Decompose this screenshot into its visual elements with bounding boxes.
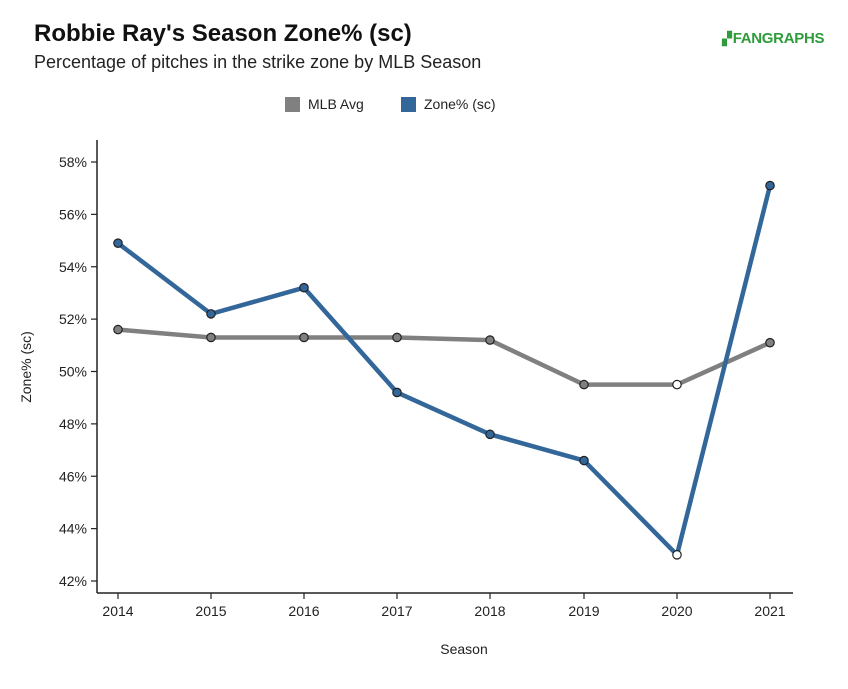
data-point-mlb-avg-2015 [206,332,216,343]
x-tick-label-2016: 2016 [288,603,319,619]
x-tick-label-2020: 2020 [661,603,692,619]
data-point-zone-2016 [299,282,309,293]
y-tick-label-58: 58% [59,154,87,170]
data-point-zone-2014 [113,238,123,248]
legend-item-mlb-avg[interactable]: MLB Avg [285,96,364,112]
data-point-mlb-avg-2021 [765,337,775,348]
series-line-zone [115,183,773,558]
chart-title: Robbie Ray's Season Zone% (sc) [34,20,412,47]
data-point-mlb-avg-2018 [485,335,495,345]
x-tick-label-2019: 2019 [568,603,599,619]
x-tick-label-2021: 2021 [754,603,785,619]
data-point-zone-2021 [765,180,775,191]
legend-label-mlb-avg: MLB Avg [308,96,364,112]
y-axis-label: Zone% (sc) [18,331,34,403]
y-tick-label-42: 42% [59,573,87,589]
fangraphs-logo-icon: ▞ [722,31,732,46]
data-point-zone-2019 [579,455,589,466]
fangraphs-logo[interactable]: ▞FANGRAPHS [722,30,824,47]
data-point-zone-2015 [206,309,216,319]
chart-subtitle: Percentage of pitches in the strike zone… [34,52,482,72]
data-point-zone-2017 [392,387,402,398]
legend-swatch-zone [401,96,416,112]
chart-legend: MLB Avg Zone% (sc) [0,96,848,118]
data-point-mlb-avg-2017 [392,332,402,343]
data-point-zone-2018 [485,429,495,440]
x-tick-label-2014: 2014 [102,603,133,619]
y-tick-label-50: 50% [59,364,87,380]
y-tick-label-44: 44% [59,521,87,537]
y-tick-label-56: 56% [59,206,87,222]
x-tick-label-2018: 2018 [474,603,505,619]
x-tick-label-2017: 2017 [381,603,412,619]
y-tick-label-48: 48% [59,416,87,432]
data-point-mlb-avg-2019 [579,379,589,390]
data-point-mlb-avg-2016 [299,332,309,343]
legend-item-zone[interactable]: Zone% (sc) [401,96,496,112]
fangraphs-logo-text: FANGRAPHS [732,30,825,47]
legend-swatch-mlb-avg [285,96,300,112]
data-point-mlb-avg-2020 [672,379,682,390]
x-tick-label-2015: 2015 [195,603,226,619]
series-line-mlb-avg [115,327,773,387]
y-tick-label-52: 52% [59,311,87,327]
data-point-zone-2020 [672,550,682,560]
x-axis-label: Season [440,641,487,657]
data-point-mlb-avg-2014 [113,324,123,335]
y-tick-label-46: 46% [59,468,87,484]
legend-label-zone: Zone% (sc) [424,96,496,112]
y-tick-label-54: 54% [59,259,87,275]
